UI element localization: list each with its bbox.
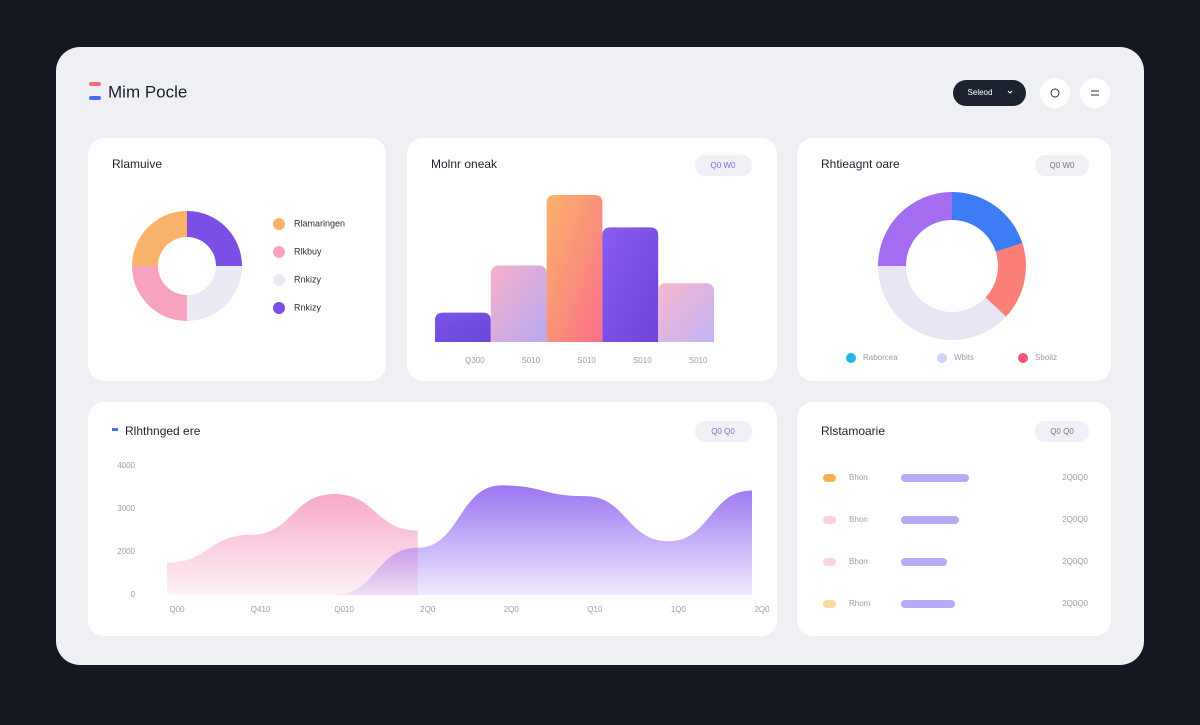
bar xyxy=(546,195,603,342)
select-button[interactable] xyxy=(953,80,1026,106)
legend-label: Sboitz xyxy=(1035,353,1057,362)
legend-label: Rlkbuy xyxy=(294,246,322,256)
progress-bar xyxy=(901,516,959,524)
x-tick-label: Q10 xyxy=(587,605,603,614)
card-title: Rhtieagnt oare xyxy=(821,157,900,171)
legend-dot xyxy=(273,302,285,314)
icon xyxy=(1050,88,1060,98)
badge[interactable] xyxy=(695,155,752,176)
legend-label: Rnkizy xyxy=(294,302,322,312)
y-tick-label: 2000 xyxy=(117,547,135,556)
icon xyxy=(1091,90,1099,96)
x-tick-label: 2Q0 xyxy=(420,605,436,614)
x-tick-label: Q010 xyxy=(334,605,354,614)
donut-segment xyxy=(187,211,242,266)
icon-button[interactable] xyxy=(1040,78,1070,108)
bar xyxy=(490,265,547,342)
row-dot xyxy=(823,516,836,524)
x-tick-label: 1Q0 xyxy=(671,605,687,614)
legend-label: Rnkizy xyxy=(294,274,322,284)
logo xyxy=(89,96,101,100)
area xyxy=(167,493,418,595)
row-label: Bhon xyxy=(849,515,868,524)
legend-dot xyxy=(937,353,947,363)
badge-label[interactable]: Q0 W0 xyxy=(711,161,736,170)
donut-segment xyxy=(132,266,187,321)
donut-segment xyxy=(952,192,1023,252)
row-label: Bhon xyxy=(849,557,868,566)
badge[interactable] xyxy=(1035,155,1089,176)
y-tick-label: 4000 xyxy=(117,461,135,470)
select-label[interactable]: Seleod xyxy=(968,88,993,97)
bar xyxy=(435,312,491,342)
area xyxy=(334,485,752,595)
row-value: 2Q0Q0 xyxy=(1062,599,1088,608)
bar xyxy=(602,227,659,342)
legend-dot xyxy=(273,274,285,286)
row-dot xyxy=(823,558,836,566)
badge-label[interactable]: Q0 Q0 xyxy=(1050,427,1074,436)
chevron xyxy=(1007,90,1013,94)
legend-label: Wblts xyxy=(954,353,974,362)
row-label: Rhom xyxy=(849,599,871,608)
title-icon xyxy=(112,428,118,431)
donut-segment xyxy=(878,192,952,266)
card-title: Rlamuive xyxy=(112,157,162,171)
legend-label: Raborcea xyxy=(863,353,898,362)
row-dot xyxy=(823,600,836,608)
legend-label: Rlamaringen xyxy=(294,218,345,228)
x-tick-label: Q300 xyxy=(465,356,485,365)
progress-bar xyxy=(901,558,947,566)
donut-segment xyxy=(187,266,242,321)
badge-label[interactable]: Q0 W0 xyxy=(1050,161,1075,170)
donut-segment xyxy=(985,243,1026,317)
card-title: Molnr oneak xyxy=(431,157,498,171)
row-value: 2Q0Q0 xyxy=(1062,557,1088,566)
row-value: 2Q0Q0 xyxy=(1062,473,1088,482)
progress-bar xyxy=(901,474,969,482)
x-tick-label: Q00 xyxy=(169,605,185,614)
legend-dot xyxy=(846,353,856,363)
badge-label[interactable]: Q0 Q0 xyxy=(711,427,735,436)
x-tick-label: 2Q0 xyxy=(504,605,520,614)
card-title: Rlstamoarie xyxy=(821,424,885,438)
bar xyxy=(658,283,714,342)
row-dot xyxy=(823,474,836,482)
legend-dot xyxy=(273,218,285,230)
app-title: Mim Pocle xyxy=(108,82,187,101)
donut-segment xyxy=(132,211,187,266)
badge[interactable] xyxy=(1035,421,1089,442)
card-title: Rlhthnged ere xyxy=(125,424,201,438)
x-tick-label: 2Q0 xyxy=(754,605,770,614)
x-tick-label: Q410 xyxy=(251,605,271,614)
badge[interactable] xyxy=(695,421,752,442)
x-tick-label: S010 xyxy=(633,356,652,365)
x-tick-label: S010 xyxy=(577,356,596,365)
x-tick-label: S010 xyxy=(521,356,540,365)
donut-segment xyxy=(878,266,1006,340)
progress-bar xyxy=(901,600,955,608)
logo xyxy=(89,82,101,86)
legend-dot xyxy=(1018,353,1028,363)
legend-dot xyxy=(273,246,285,258)
card xyxy=(797,138,1111,381)
y-tick-label: 3000 xyxy=(117,504,135,513)
row-value: 2Q0Q0 xyxy=(1062,515,1088,524)
x-tick-label: S010 xyxy=(689,356,708,365)
icon-button[interactable] xyxy=(1080,78,1110,108)
y-tick-label: 0 xyxy=(131,590,136,599)
row-label: Bhon xyxy=(849,473,868,482)
